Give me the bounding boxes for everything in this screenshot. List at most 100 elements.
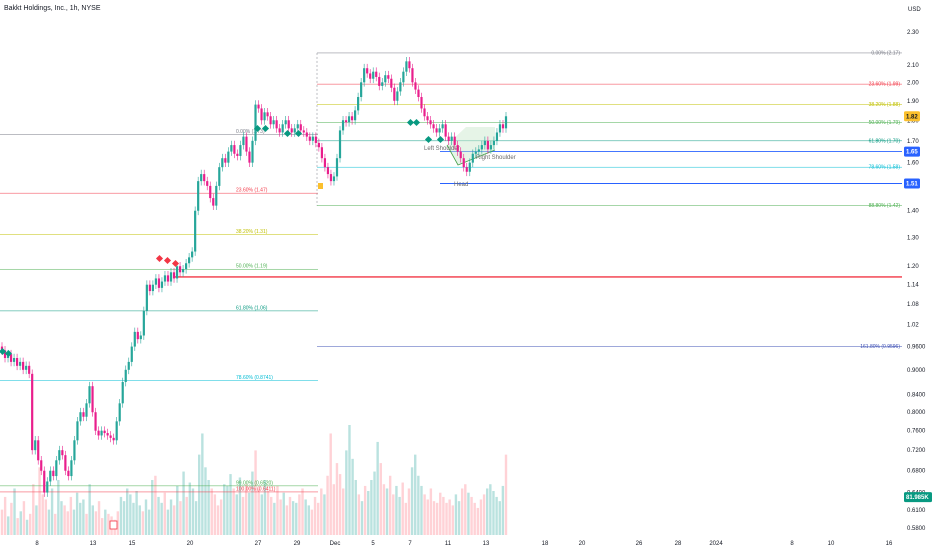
fib-label-left: 38.20% (1.31)	[236, 229, 268, 235]
candle-body	[444, 124, 447, 137]
time-tick-label: 10	[828, 541, 835, 547]
volume-bar	[185, 496, 188, 535]
volume-bar	[379, 463, 382, 535]
candle-body	[411, 68, 414, 83]
candle-body	[263, 112, 266, 121]
time-tick-label: 27	[255, 541, 262, 547]
volume-bar	[323, 494, 326, 535]
fib-label-right: 38.20% (1.88)	[869, 102, 901, 108]
volume-bar	[194, 501, 198, 535]
candle-body	[163, 275, 167, 282]
volume-bar	[332, 484, 336, 535]
candle-body	[504, 116, 508, 129]
volume-bar	[276, 485, 279, 535]
volume-bar	[151, 480, 154, 535]
volume-bar	[298, 494, 301, 535]
time-tick-label: Dec	[330, 541, 341, 547]
fib-label-left: 23.60% (1.47)	[236, 188, 268, 194]
time-tick-label: 8	[790, 541, 794, 547]
volume-bar	[354, 480, 357, 535]
fib-label-right: 88.80% (1.42)	[869, 203, 901, 209]
volume-bar	[316, 502, 320, 535]
candle-body	[254, 104, 257, 141]
volume-bar	[329, 433, 332, 535]
price-tag-label: 81.985K	[906, 495, 929, 501]
fib-label-left: 61.80% (1.06)	[236, 305, 268, 311]
fib-label-right: 50.00% (1.79)	[869, 120, 901, 126]
volume-bar	[342, 488, 345, 535]
volume-bar	[454, 494, 458, 535]
time-axis[interactable]: 8 13 15 20 27 29 Dec 5 7 11 13 18 20 26 28 2024 8 10 16	[35, 541, 893, 547]
candle-body	[399, 82, 402, 92]
left-shoulder-label: Left Shoulder	[424, 146, 460, 152]
buy-signal-icon	[436, 135, 445, 144]
volume-bar	[464, 484, 467, 535]
volume-bar	[486, 488, 489, 535]
candle-body	[474, 151, 477, 154]
volume-bar	[304, 499, 307, 535]
volume-bar	[482, 494, 486, 535]
volume-bar	[66, 511, 69, 535]
candle-body	[212, 198, 215, 206]
volume-bar	[179, 501, 182, 535]
volume-bar	[204, 467, 207, 535]
candle-body	[320, 147, 324, 159]
price-tick-label: 0.5800	[907, 526, 926, 532]
candle-body	[296, 124, 299, 129]
candle-body	[43, 470, 46, 493]
candle-body	[381, 82, 384, 86]
time-tick-label: 2024	[709, 541, 723, 547]
candle-body	[438, 128, 441, 133]
volume-bar	[279, 499, 282, 535]
volume-bar	[345, 450, 348, 535]
volume-bar	[467, 492, 470, 535]
candle-body	[85, 403, 88, 417]
fib-label-right: 61.80% (1.70)	[869, 138, 901, 144]
volume-bar	[41, 494, 44, 535]
volume-bar	[100, 518, 104, 535]
volume-bar	[35, 505, 38, 535]
price-tick-label: 1.60	[907, 161, 919, 167]
volume-bar	[295, 502, 298, 535]
candle-body	[169, 272, 173, 282]
candle-body	[19, 361, 22, 366]
right-shoulder-label: Right Shoulder	[476, 155, 516, 161]
candle-body	[91, 386, 94, 413]
volume-bar	[126, 488, 129, 535]
candle-body	[209, 185, 212, 199]
volume-bar	[28, 513, 32, 535]
volume-bar	[226, 485, 229, 535]
price-axis[interactable]: 2.302.102.001.901.801.701.601.501.401.30…	[907, 30, 926, 532]
candle-body	[501, 124, 505, 129]
candle-body	[405, 61, 408, 72]
volume-bar	[248, 492, 251, 535]
candle-body	[278, 128, 281, 133]
volume-bar	[69, 496, 73, 535]
volume-bar	[395, 485, 398, 535]
candle-body	[82, 412, 85, 417]
volume-bar	[448, 499, 451, 535]
candle-body	[266, 112, 269, 117]
fib-label-right: 23.60% (1.99)	[869, 82, 901, 88]
price-tick-label: 0.7600	[907, 429, 926, 435]
candle-body	[67, 470, 70, 477]
volume-bar	[376, 441, 379, 535]
volume-bar	[25, 519, 29, 535]
candle-body	[64, 455, 67, 471]
volume-bar	[232, 488, 235, 535]
price-tag-label: 1.51	[906, 182, 918, 188]
candle-body	[480, 145, 483, 150]
volume-bar	[498, 501, 501, 535]
volume-bar	[410, 467, 414, 535]
candle-body	[462, 158, 465, 168]
candle-body	[447, 136, 450, 141]
volume-bar	[116, 511, 120, 535]
candle-body	[121, 382, 124, 404]
volume-bar	[10, 502, 13, 535]
volume-bar	[7, 516, 10, 535]
fib-label-right: 78.60% (1.58)	[869, 165, 901, 171]
candle-body	[130, 346, 133, 362]
candle-body	[215, 185, 218, 206]
volume-bar	[445, 502, 448, 535]
